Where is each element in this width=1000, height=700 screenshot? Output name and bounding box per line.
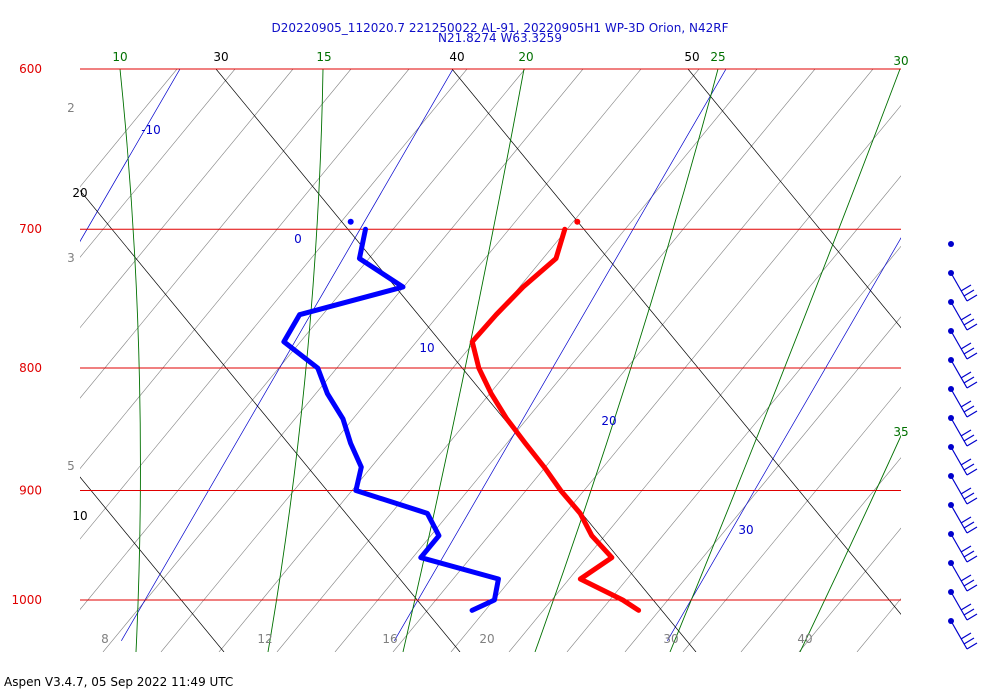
mixing-ratio-line <box>102 69 584 652</box>
mixing-ratio-line <box>218 69 700 652</box>
mixing-ratio-line <box>740 457 901 652</box>
isotherm-line <box>667 237 901 641</box>
wind-barb <box>948 357 978 389</box>
launch-temperature-point <box>574 218 581 225</box>
isotherm-line <box>394 69 727 641</box>
moist-adiabat-line <box>799 434 901 652</box>
wind-barb <box>948 328 978 360</box>
dry-adiabat-line <box>924 69 1000 652</box>
dry-adiabat-line <box>215 69 697 652</box>
isotherm-label: 0 <box>294 232 302 246</box>
mixing-ratio-line <box>80 69 294 329</box>
pressure-label: 1000 <box>11 593 42 607</box>
wind-barb <box>948 589 978 621</box>
mixing-ratio-line <box>624 316 901 652</box>
mixing-ratio-line <box>856 598 901 652</box>
mixing-ratio-line <box>798 527 901 652</box>
mixing-ratio-label: 5 <box>67 459 75 473</box>
moist-adiabat-line <box>534 69 719 652</box>
wind-barb <box>948 502 978 534</box>
moist-adiabat-label: 20 <box>518 50 533 64</box>
temperature-profile <box>469 226 642 613</box>
dry-adiabat-label: 50 <box>684 50 699 64</box>
moist-adiabat-line <box>267 69 324 652</box>
moist-adiabat-label: 15 <box>316 50 331 64</box>
isotherm-line <box>80 69 181 243</box>
mixing-ratio-line <box>566 245 901 652</box>
mixing-ratio-line <box>276 69 758 652</box>
isotherm-line <box>940 0 1000 641</box>
mixing-ratio-line <box>80 69 352 399</box>
wind-barb <box>948 386 978 418</box>
isotherm-line <box>121 69 454 641</box>
mixing-ratio-label: 12 <box>257 632 272 646</box>
wind-barb <box>948 444 978 476</box>
pressure-label: 700 <box>19 222 42 236</box>
pressure-label: 600 <box>19 62 42 76</box>
wind-barb <box>948 299 978 331</box>
mixing-ratio-label: 20 <box>479 632 494 646</box>
wind-barb <box>948 270 978 302</box>
pressure-label: 800 <box>19 361 42 375</box>
mixing-ratio-line <box>682 386 901 652</box>
dry-adiabat-label: 10 <box>72 509 87 523</box>
mixing-ratio-line <box>450 104 901 652</box>
software-footer: Aspen V3.4.7, 05 Sep 2022 11:49 UTC <box>4 675 234 689</box>
moist-adiabat-label: 30 <box>893 54 908 68</box>
mixing-ratio-label: 40 <box>797 632 812 646</box>
wind-barb <box>948 241 954 247</box>
mixing-ratio-label: 3 <box>67 251 75 265</box>
isotherm-label: 10 <box>419 341 434 355</box>
mixing-ratio-label: 8 <box>101 632 109 646</box>
dry-adiabat-line <box>687 69 901 329</box>
dry-adiabat-line <box>451 69 901 615</box>
wind-barb <box>948 618 978 650</box>
dry-adiabat-line <box>80 476 225 652</box>
launch-dewpoint-point <box>347 218 354 225</box>
mixing-ratio-line <box>80 69 526 610</box>
wind-barb <box>948 415 978 447</box>
mixing-ratio-line <box>160 69 642 652</box>
wind-barb <box>948 531 978 563</box>
mixing-ratio-label: 2 <box>67 101 75 115</box>
pressure-label: 900 <box>19 483 42 497</box>
mixing-ratio-line <box>80 69 468 540</box>
moist-adiabat-label: 35 <box>893 425 908 439</box>
moist-adiabat-line <box>402 69 525 652</box>
isotherm-label: -10 <box>141 123 161 137</box>
dry-adiabat-line <box>80 189 461 652</box>
mixing-ratio-label: 30 <box>663 632 678 646</box>
wind-barb <box>948 473 978 505</box>
chart-subtitle: N21.8274 W63.3259 <box>438 31 562 45</box>
dry-adiabat-label: 40 <box>449 50 464 64</box>
moist-adiabat-label: 25 <box>710 50 725 64</box>
mixing-ratio-line <box>334 69 816 652</box>
isotherm-label: 20 <box>601 414 616 428</box>
mixing-ratio-line <box>508 175 901 652</box>
mixing-ratio-line <box>915 69 1000 652</box>
mixing-ratio-line <box>973 69 1000 652</box>
moist-adiabat-line <box>119 69 141 652</box>
dry-adiabat-label: 30 <box>213 50 228 64</box>
isotherm-label: 30 <box>738 523 753 537</box>
moist-adiabat-label: 10 <box>112 50 127 64</box>
mixing-ratio-line <box>80 69 236 258</box>
moist-adiabat-line <box>669 69 901 652</box>
chart-title: D20220905_112020.7 221250022 AL-91, 2022… <box>271 21 729 35</box>
wind-barb <box>948 560 978 592</box>
mixing-ratio-line <box>80 69 410 470</box>
dry-adiabat-label: 20 <box>72 186 87 200</box>
mixing-ratio-line <box>80 69 178 188</box>
dewpoint-profile <box>281 226 501 613</box>
mixing-ratio-label: 16 <box>382 632 397 646</box>
